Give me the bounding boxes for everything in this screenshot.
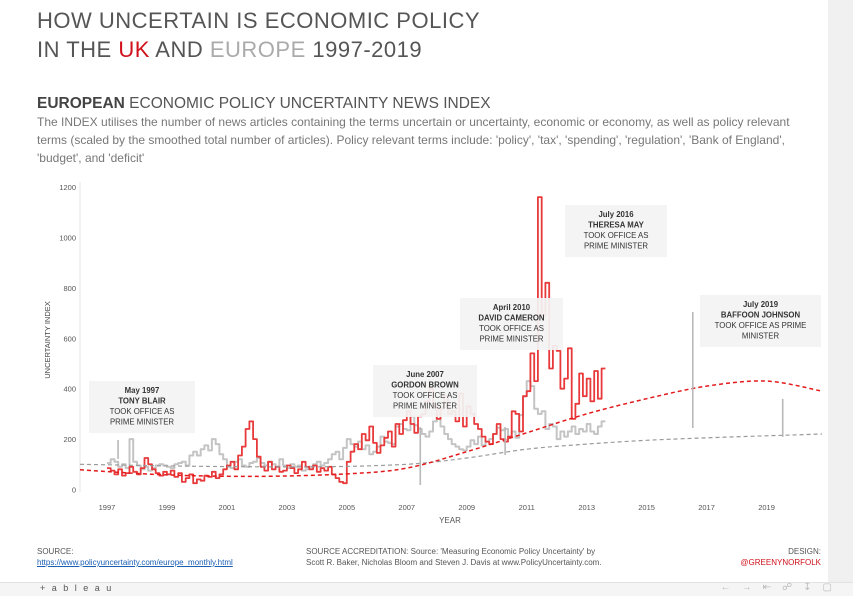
annotation-box	[373, 365, 477, 417]
x-tick-label: 1999	[159, 503, 176, 512]
annotation-text2: MINISTER	[742, 332, 780, 341]
annotation-date: May 1997	[125, 386, 160, 395]
annotation-name: DAVID CAMERON	[478, 314, 544, 323]
design-credit-link[interactable]: @GREENYNORFOLK	[740, 558, 821, 567]
title-and: AND	[149, 37, 210, 62]
annotation-date: April 2010	[493, 303, 531, 312]
annotation-text1: TOOK OFFICE AS	[479, 324, 544, 333]
fullscreen-icon[interactable]: ▢	[822, 582, 843, 593]
y-axis-label: UNCERTAINTY INDEX	[43, 301, 52, 379]
title-years: 1997-2019	[305, 37, 423, 62]
annotation-text2: PRIME MINISTER	[393, 402, 457, 411]
y-tick-labels: 0 200 400 600 800 1000 1200	[59, 183, 76, 494]
y-tick-label: 400	[63, 385, 76, 394]
dashboard-frame	[0, 0, 828, 595]
uncertainty-chart[interactable]: 0 200 400 600 800 1000 1200 1997 1999 2001 2003 20…	[0, 0, 828, 540]
x-tick-label: 2001	[219, 503, 236, 512]
x-tick-label: 2003	[279, 503, 296, 512]
annotation-text1: TOOK OFFICE AS	[110, 407, 175, 416]
annotation-name: TONY BLAIR	[118, 397, 166, 406]
toolbar-icons: ←→⇤☍↧▢	[721, 582, 843, 593]
title-line-1: HOW UNCERTAIN IS ECONOMIC POLICY	[37, 8, 481, 33]
annotation-date: July 2019	[743, 300, 779, 309]
y-tick-label: 0	[72, 485, 76, 494]
annotation-name: THERESA MAY	[588, 221, 645, 230]
x-tick-label: 1997	[99, 503, 116, 512]
chart-description: The INDEX utilises the number of news ar…	[37, 115, 790, 165]
right-gutter	[828, 0, 853, 595]
x-tick-label: 2013	[578, 503, 595, 512]
share-icon[interactable]: ☍	[782, 582, 804, 593]
annotation-text2: PRIME MINISTER	[110, 418, 174, 427]
x-tick-label: 2007	[398, 503, 415, 512]
accreditation-block: SOURCE ACCREDITATION: Source: 'Measuring…	[306, 546, 602, 568]
series-line-uk[interactable]	[107, 196, 606, 485]
annotation-box	[700, 295, 821, 347]
x-tick-label: 2019	[758, 503, 775, 512]
y-tick-label: 600	[63, 334, 76, 343]
annotation-box	[460, 298, 563, 350]
revert-icon[interactable]: ⇤	[762, 582, 783, 593]
x-tick-label: 2017	[698, 503, 715, 512]
x-tick-label: 2009	[458, 503, 475, 512]
annotation-name: BAFFOON JOHNSON	[721, 311, 801, 320]
series-line-europe-trend[interactable]	[79, 433, 823, 468]
redo-icon[interactable]: →	[741, 582, 763, 593]
x-axis-label: YEAR	[439, 516, 461, 525]
x-tick-label: 2011	[519, 503, 535, 512]
design-block: DESIGN: @GREENYNORFOLK	[740, 546, 821, 568]
title-uk: UK	[118, 37, 150, 62]
download-icon[interactable]: ↧	[803, 582, 823, 593]
accreditation-line-1: SOURCE ACCREDITATION: Source: 'Measuring…	[306, 547, 596, 556]
annotation-date: July 2016	[598, 210, 634, 219]
chart-subtitle: EUROPEAN ECONOMIC POLICY UNCERTAINTY NEW…	[37, 95, 491, 113]
y-tick-label: 800	[63, 284, 76, 293]
page-title: HOW UNCERTAIN IS ECONOMIC POLICY IN THE …	[37, 6, 480, 64]
design-label: DESIGN:	[788, 547, 821, 556]
annotation-name: GORDON BROWN	[391, 381, 459, 390]
title-in-the: IN THE	[37, 37, 119, 62]
y-tick-label: 200	[63, 435, 76, 444]
title-europe: EUROPE	[209, 37, 306, 62]
source-block: SOURCE: https://www.policyuncertainty.co…	[37, 546, 233, 568]
series-line-uk-trend[interactable]	[79, 380, 823, 478]
x-tick-label: 2005	[338, 503, 355, 512]
source-label: SOURCE:	[37, 547, 74, 556]
tableau-logo[interactable]: + a b l e a u	[40, 583, 114, 593]
source-link[interactable]: https://www.policyuncertainty.com/europe…	[37, 558, 233, 567]
annotation-date: June 2007	[406, 370, 444, 379]
annotation-text2: PRIME MINISTER	[479, 335, 543, 344]
y-tick-label: 1000	[59, 233, 76, 242]
tableau-toolbar	[0, 582, 853, 596]
y-tick-label: 1200	[59, 183, 76, 192]
annotation-box	[565, 205, 667, 257]
annotation-text2: PRIME MINISTER	[584, 242, 648, 251]
x-tick-labels: 1997 1999 2001 2003 2005 2007 2009 2011 2013 2015…	[99, 503, 775, 512]
x-tick-label: 2015	[638, 503, 655, 512]
annotation-text1: TOOK OFFICE AS	[393, 391, 458, 400]
annotation-box	[89, 381, 195, 433]
subtitle-rest: ECONOMIC POLICY UNCERTAINTY NEWS INDEX	[124, 95, 491, 112]
subtitle-bold: EUROPEAN	[37, 95, 125, 112]
title-line-2: IN THE UK AND EUROPE 1997-2019	[37, 35, 480, 64]
annotation-text1: TOOK OFFICE AS PRIME	[715, 321, 807, 330]
series-group	[79, 196, 823, 485]
annotation-text1: TOOK OFFICE AS	[584, 231, 649, 240]
undo-icon[interactable]: ←	[720, 582, 742, 593]
accreditation-line-2: Scott R. Baker, Nicholas Bloom and Steve…	[306, 558, 602, 567]
